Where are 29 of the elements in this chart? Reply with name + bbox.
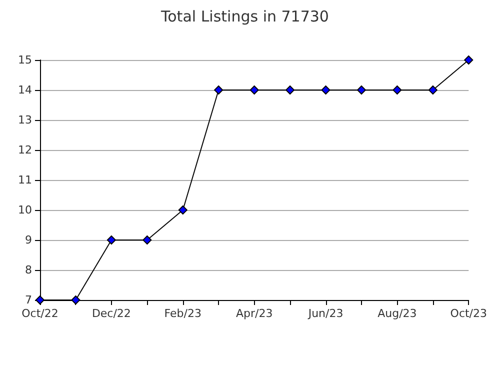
point [71,296,80,304]
point [356,86,366,94]
x-tick-label: Aug/23 [378,307,417,320]
x-tick-label: Dec/22 [92,307,131,320]
y-tick-label: 9 [25,234,32,246]
y-tick-label: 8 [25,264,32,276]
point [106,236,116,244]
y-tick-label: 10 [18,204,32,216]
point [286,86,295,94]
y-tick-label: 7 [25,294,32,306]
y-tick-label: 13 [18,114,32,126]
x-tick-label: Oct/23 [450,307,488,320]
point [392,86,402,94]
y-tick-label: 14 [18,84,32,96]
point [428,86,438,94]
point [142,236,152,244]
y-tick-label: 15 [18,54,32,66]
x-tick-label: Oct/22 [22,307,58,320]
y-tick-label: 12 [18,144,32,156]
x-tick-label: Feb/23 [164,307,202,320]
x-tick-label: Apr/23 [236,307,273,320]
x-tick-label: Jun/23 [307,307,344,320]
point [250,86,259,94]
point [214,86,224,94]
chart-title: Total Listings in 71730 [160,8,329,26]
point [464,56,474,64]
y-tick-label: 11 [18,174,32,186]
point [321,86,330,94]
point [178,206,188,214]
